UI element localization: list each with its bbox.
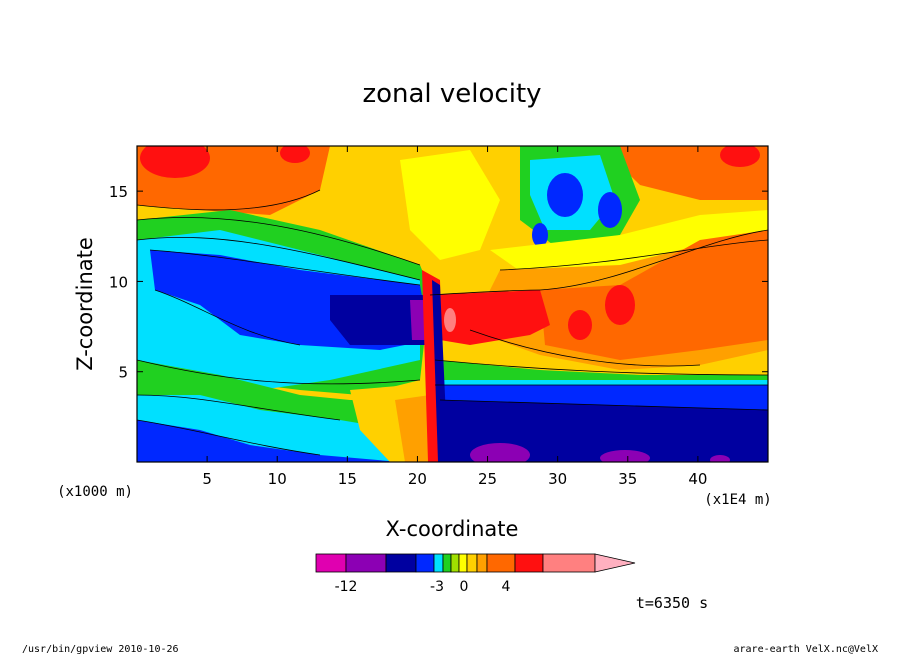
chart-title: zonal velocity — [362, 79, 541, 109]
plot-area — [137, 146, 768, 462]
x-tick-label: 10 — [268, 470, 287, 488]
y-unit-label: (x1000 m) — [57, 484, 133, 500]
colorbar-label: 0 — [460, 579, 469, 595]
colorbar-swatch — [458, 553, 468, 573]
colorbar-swatch — [385, 553, 417, 573]
blue-vortex-3 — [532, 223, 548, 247]
blue-vortex-1 — [547, 173, 583, 217]
blue-vortex-2 — [598, 192, 622, 228]
red-blob-top-right — [720, 146, 760, 167]
colorbar-label: -12 — [335, 579, 358, 595]
footer-left: /usr/bin/gpview 2010-10-26 — [22, 644, 179, 654]
time-label: t=6350 s — [636, 594, 708, 612]
right-red-belt — [540, 230, 768, 360]
colorbar-label: 4 — [502, 579, 511, 595]
x-tick-label: 5 — [202, 470, 212, 488]
x-axis-ticks: 5 10 15 20 25 30 35 40 — [202, 146, 707, 488]
front-blue — [432, 280, 448, 462]
left-navy-core — [330, 295, 430, 345]
x-axis-label: X-coordinate — [386, 517, 519, 541]
colorbar-swatch — [442, 553, 452, 573]
y-axis-label: Z-coordinate — [73, 237, 97, 371]
colorbar-swatch — [476, 553, 488, 573]
x-tick-label: 20 — [408, 470, 427, 488]
purple-spot-3 — [710, 455, 730, 462]
red-spot-right-2 — [605, 285, 635, 325]
x-tick-label: 35 — [618, 470, 637, 488]
colorbar-label: -3 — [430, 579, 444, 595]
colorbar-swatch — [466, 553, 478, 573]
y-axis-ticks: 5 10 15 — [109, 183, 768, 382]
colorbar-swatch — [450, 553, 460, 573]
red-blob-top-left — [140, 146, 210, 178]
x-unit-label: (x1E4 m) — [704, 492, 771, 508]
contour-lines — [137, 189, 768, 456]
bright-yellow-tongue — [400, 150, 500, 260]
plot-frame — [136, 145, 769, 463]
x-tick-label: 25 — [478, 470, 497, 488]
colorbar: -12 -3 0 4 — [315, 553, 636, 595]
colorbar-swatch — [415, 553, 435, 573]
x-tick-label: 30 — [548, 470, 567, 488]
pink-spot-core — [444, 308, 456, 332]
colorbar-swatch — [486, 553, 516, 573]
x-tick-label: 40 — [688, 470, 707, 488]
colorbar-swatch — [433, 553, 444, 573]
footer-right: arare-earth_VelX.nc@VelX — [734, 644, 879, 654]
lower-right-navy — [440, 400, 768, 462]
colorbar-swatch — [514, 553, 544, 573]
y-tick-label: 10 — [109, 273, 128, 291]
y-tick-label: 15 — [109, 183, 128, 201]
x-tick-label: 15 — [338, 470, 357, 488]
colorbar-swatch — [345, 553, 387, 573]
red-blob-top-mid — [280, 146, 310, 163]
y-tick-label: 5 — [118, 364, 128, 382]
colorbar-extend-arrow — [594, 553, 636, 573]
colorbar-swatch — [315, 553, 347, 573]
lower-left-blue — [137, 420, 400, 462]
colorbar-swatch — [542, 553, 596, 573]
purple-spot-2 — [600, 450, 650, 462]
red-spot-right-1 — [568, 310, 592, 340]
eastward-core — [425, 290, 550, 345]
purple-spot-1 — [470, 443, 530, 462]
